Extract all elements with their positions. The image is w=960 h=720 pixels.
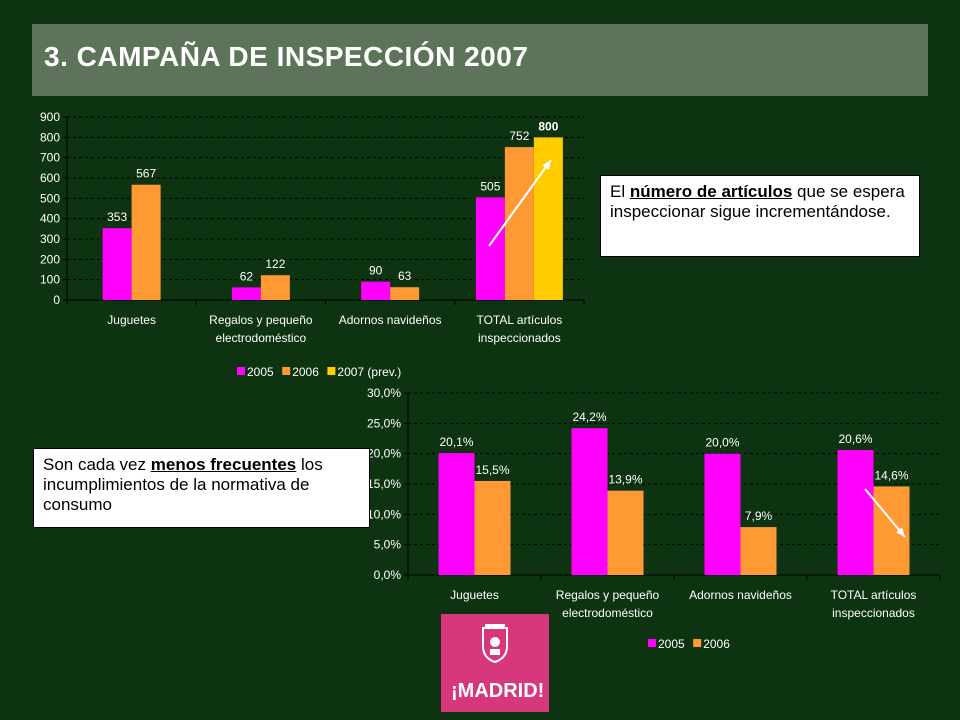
chart2-legend-swatch — [648, 639, 656, 647]
chart2-bar-2006 — [474, 480, 511, 575]
callout-articles: El número de artículos que se espera ins… — [600, 175, 920, 257]
chart1-category-label: Adornos navideños — [339, 313, 442, 327]
madrid-coat-of-arms-icon — [482, 624, 508, 664]
chart1-legend-swatch — [237, 367, 245, 375]
chart2-legend-label: 2005 — [658, 637, 685, 651]
callout-noncompliance: Son cada vez menos frecuentes los incump… — [33, 448, 370, 528]
chart1-ytick-label: 100 — [40, 273, 60, 287]
chart1-trend-arrowhead-icon — [542, 160, 551, 170]
chart2-bar-2005 — [571, 428, 608, 575]
callout-noncompliance-post: los incumplimientos de la normativa de c… — [43, 455, 323, 514]
chart1-data-label: 567 — [136, 167, 156, 181]
chart1-bar-2006 — [504, 147, 534, 300]
chart1-data-label: 353 — [107, 210, 127, 224]
chart2-ytick-label: 0,0% — [374, 568, 402, 582]
chart2-category-label: inspeccionados — [832, 606, 915, 620]
chart2-ytick-label: 20,0% — [367, 447, 401, 461]
chart1-category-label: electrodoméstico — [216, 331, 307, 345]
chart2-category-label: electrodoméstico — [562, 606, 653, 620]
chart1-bar-2006 — [260, 275, 290, 300]
chart1-category-label: Regalos y pequeño — [209, 313, 313, 327]
chart2-data-label: 15,5% — [475, 463, 509, 477]
chart2-category-label: Regalos y pequeño — [556, 588, 660, 602]
chart2-ytick-label: 25,0% — [367, 416, 401, 430]
chart2-ytick-label: 5,0% — [374, 538, 402, 552]
chart2-category-label: TOTAL artículos — [831, 588, 917, 602]
chart1-ytick-label: 900 — [40, 110, 60, 124]
chart2-ytick-label: 15,0% — [367, 477, 401, 491]
chart1-legend-label: 2005 — [247, 365, 274, 379]
page-title: 3. CAMPAÑA DE INSPECCIÓN 2007 — [44, 41, 529, 72]
chart2-trend-arrowhead-icon — [896, 527, 905, 537]
chart1-ytick-label: 600 — [40, 171, 60, 185]
callout-articles-post: que se espera inspeccionar sigue increme… — [610, 182, 905, 221]
chart2-ytick-label: 30,0% — [367, 386, 401, 400]
chart1-trend-arrow-icon — [488, 159, 552, 247]
chart1-ytick-label: 700 — [40, 151, 60, 165]
chart2-bar-2006 — [607, 490, 644, 575]
callout-articles-pre: El — [610, 182, 630, 201]
chart1-bar-2005 — [361, 281, 391, 300]
chart2-data-label: 20,6% — [838, 432, 872, 446]
chart2-bar-2005 — [704, 453, 741, 575]
chart2-bar-2005 — [438, 453, 475, 575]
callout-articles-bold: número de artículos — [629, 182, 793, 201]
chart1-legend-swatch — [282, 367, 291, 375]
chart2-category-label: Juguetes — [450, 588, 499, 602]
chart1-ytick-label: 400 — [40, 212, 60, 226]
chart2-data-label: 20,0% — [705, 436, 739, 450]
callout-noncompliance-pre: Son cada vez — [43, 455, 151, 474]
chart1-ytick-label: 800 — [40, 130, 60, 144]
chart1-data-label: 752 — [509, 129, 529, 143]
chart1-ytick-label: 200 — [40, 252, 60, 266]
chart1-ytick-label: 0 — [53, 293, 60, 307]
chart1-bar-2006 — [390, 287, 420, 300]
chart1-legend-label: 2007 (prev.) — [337, 365, 401, 379]
chart2-data-label: 13,9% — [608, 473, 642, 487]
chart2-trend-arrow-icon — [864, 488, 906, 538]
chart2-category-label: Adornos navideños — [689, 588, 792, 602]
chart1-category-label: TOTAL artículos — [476, 313, 562, 327]
chart2-data-label: 20,1% — [439, 435, 473, 449]
chart1-bar-2005 — [231, 287, 261, 300]
chart1-data-label: 800 — [538, 119, 558, 133]
chart1-category-label: inspeccionados — [478, 331, 561, 345]
chart1-bar-2006 — [131, 184, 161, 300]
chart1-ytick-label: 300 — [40, 232, 60, 246]
chart2-data-label: 24,2% — [572, 410, 606, 424]
chart1-ytick-label: 500 — [40, 191, 60, 205]
chart2-data-label: 7,9% — [745, 509, 773, 523]
chart2-legend-swatch — [693, 639, 702, 647]
chart1-data-label: 122 — [265, 257, 285, 271]
callout-noncompliance-bold: menos frecuentes — [150, 455, 297, 474]
chart1-data-label: 90 — [369, 264, 383, 278]
chart2-bar-2006 — [873, 486, 910, 575]
chart2-legend-label: 2006 — [703, 637, 730, 651]
chart2-bar-2005 — [837, 450, 874, 575]
chart1-legend-label: 2006 — [292, 365, 319, 379]
chart1-bar-2005 — [102, 228, 132, 300]
chart1-data-label: 63 — [398, 269, 412, 283]
chart1-bar-2005 — [475, 197, 505, 300]
chart1-legend-swatch — [327, 367, 336, 375]
title-bar: 3. CAMPAÑA DE INSPECCIÓN 2007 — [32, 24, 928, 96]
madrid-logo: ¡MADRID! — [441, 614, 549, 712]
chart2-data-label: 14,6% — [874, 468, 908, 482]
chart2-ytick-label: 10,0% — [367, 507, 401, 521]
chart1-data-label: 505 — [480, 179, 500, 193]
chart1-data-label: 62 — [240, 269, 254, 283]
chart2-bar-2006 — [740, 527, 777, 575]
chart1-category-label: Juguetes — [107, 313, 156, 327]
logo-text: ¡MADRID! — [451, 680, 545, 702]
